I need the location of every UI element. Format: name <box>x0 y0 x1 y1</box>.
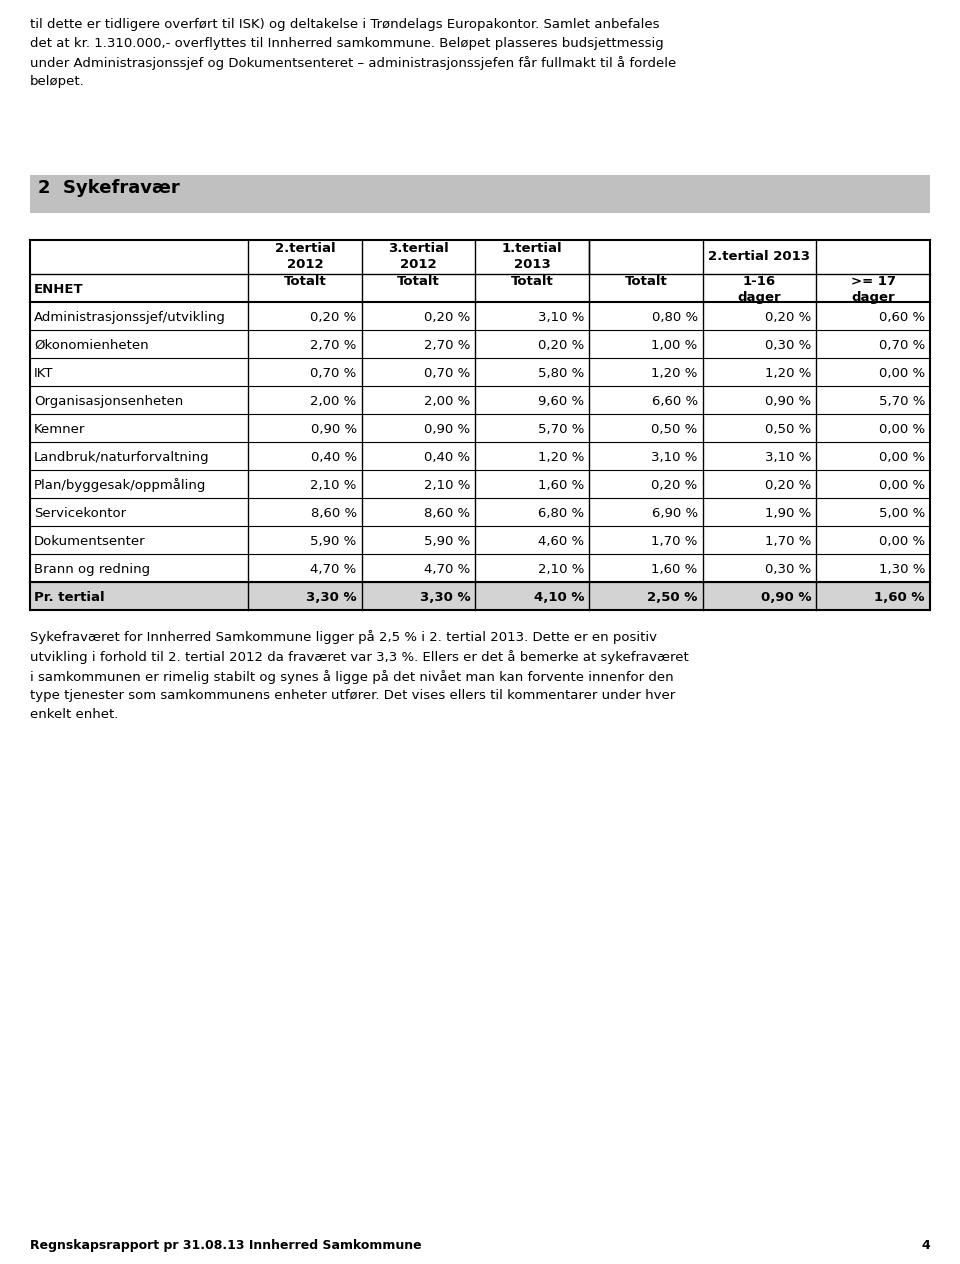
Text: 0,50 %: 0,50 % <box>765 423 811 436</box>
Text: 9,60 %: 9,60 % <box>538 394 584 408</box>
Text: Administrasjonssjef/utvikling: Administrasjonssjef/utvikling <box>34 311 226 324</box>
FancyBboxPatch shape <box>30 174 930 214</box>
Text: Organisasjonsenheten: Organisasjonsenheten <box>34 394 183 408</box>
Text: 6,80 %: 6,80 % <box>538 507 584 520</box>
Text: Dokumentsenter: Dokumentsenter <box>34 535 146 549</box>
Text: 3,10 %: 3,10 % <box>538 311 584 324</box>
Text: 1,60 %: 1,60 % <box>538 479 584 492</box>
Text: 0,20 %: 0,20 % <box>310 311 357 324</box>
Text: 0,00 %: 0,00 % <box>878 367 925 380</box>
Text: 4,10 %: 4,10 % <box>534 592 584 604</box>
Text: 1-16
dager: 1-16 dager <box>737 276 781 305</box>
Text: 5,00 %: 5,00 % <box>878 507 925 520</box>
Text: 1.tertial
2013: 1.tertial 2013 <box>502 241 563 270</box>
Text: ENHET: ENHET <box>34 283 84 296</box>
Text: 0,00 %: 0,00 % <box>878 451 925 464</box>
Text: 2,00 %: 2,00 % <box>310 394 357 408</box>
Text: 0,90 %: 0,90 % <box>761 592 811 604</box>
Text: >= 17
dager: >= 17 dager <box>851 276 896 305</box>
Text: 0,70 %: 0,70 % <box>424 367 470 380</box>
Text: 4: 4 <box>922 1239 930 1253</box>
Text: 0,40 %: 0,40 % <box>310 451 357 464</box>
Text: Totalt: Totalt <box>397 276 440 288</box>
Text: Økonomienheten: Økonomienheten <box>34 339 149 351</box>
Text: 3,30 %: 3,30 % <box>420 592 470 604</box>
Text: 2,10 %: 2,10 % <box>538 562 584 576</box>
Text: 0,00 %: 0,00 % <box>878 479 925 492</box>
Text: 2,50 %: 2,50 % <box>647 592 698 604</box>
Text: Sykefraværet for Innherred Samkommune ligger på 2,5 % i 2. tertial 2013. Dette e: Sykefraværet for Innherred Samkommune li… <box>30 629 688 720</box>
Text: 8,60 %: 8,60 % <box>310 507 357 520</box>
Text: IKT: IKT <box>34 367 54 380</box>
Text: 4,70 %: 4,70 % <box>424 562 470 576</box>
FancyBboxPatch shape <box>30 581 930 611</box>
Text: Kemner: Kemner <box>34 423 85 436</box>
Text: Regnskapsrapport pr 31.08.13 Innherred Samkommune: Regnskapsrapport pr 31.08.13 Innherred S… <box>30 1239 421 1253</box>
Text: 3,30 %: 3,30 % <box>306 592 357 604</box>
Text: 4,70 %: 4,70 % <box>310 562 357 576</box>
Text: 0,20 %: 0,20 % <box>538 339 584 351</box>
Text: 0,30 %: 0,30 % <box>765 562 811 576</box>
Text: 0,70 %: 0,70 % <box>878 339 925 351</box>
Text: 2.tertial 2013: 2.tertial 2013 <box>708 250 810 263</box>
Text: 0,30 %: 0,30 % <box>765 339 811 351</box>
Text: 0,90 %: 0,90 % <box>424 423 470 436</box>
Text: 8,60 %: 8,60 % <box>424 507 470 520</box>
Text: 1,30 %: 1,30 % <box>878 562 925 576</box>
Text: 4,60 %: 4,60 % <box>538 535 584 549</box>
Text: 1,90 %: 1,90 % <box>765 507 811 520</box>
Text: 0,80 %: 0,80 % <box>652 311 698 324</box>
Text: 2,00 %: 2,00 % <box>424 394 470 408</box>
Text: 0,70 %: 0,70 % <box>310 367 357 380</box>
Text: 3.tertial
2012: 3.tertial 2012 <box>388 241 449 270</box>
Text: 5,90 %: 5,90 % <box>310 535 357 549</box>
Text: Totalt: Totalt <box>511 276 554 288</box>
Text: Servicekontor: Servicekontor <box>34 507 126 520</box>
Text: 2,70 %: 2,70 % <box>424 339 470 351</box>
Text: 0,20 %: 0,20 % <box>765 311 811 324</box>
Text: 6,60 %: 6,60 % <box>652 394 698 408</box>
Text: 2.tertial
2012: 2.tertial 2012 <box>275 241 335 270</box>
Text: 1,70 %: 1,70 % <box>651 535 698 549</box>
Text: Totalt: Totalt <box>624 276 667 288</box>
Text: 0,40 %: 0,40 % <box>424 451 470 464</box>
Text: 1,00 %: 1,00 % <box>652 339 698 351</box>
Text: 1,20 %: 1,20 % <box>651 367 698 380</box>
Text: 1,70 %: 1,70 % <box>765 535 811 549</box>
Text: Brann og redning: Brann og redning <box>34 562 150 576</box>
Text: 2,10 %: 2,10 % <box>310 479 357 492</box>
Text: Pr. tertial: Pr. tertial <box>34 592 105 604</box>
Text: Plan/byggesak/oppmåling: Plan/byggesak/oppmåling <box>34 478 206 492</box>
Text: 5,70 %: 5,70 % <box>878 394 925 408</box>
Text: 3,10 %: 3,10 % <box>651 451 698 464</box>
Text: 0,20 %: 0,20 % <box>652 479 698 492</box>
Text: 0,90 %: 0,90 % <box>310 423 357 436</box>
Text: 0,20 %: 0,20 % <box>424 311 470 324</box>
Text: 0,60 %: 0,60 % <box>878 311 925 324</box>
Text: 1,60 %: 1,60 % <box>652 562 698 576</box>
Text: 0,90 %: 0,90 % <box>765 394 811 408</box>
Text: 0,20 %: 0,20 % <box>765 479 811 492</box>
Text: 6,90 %: 6,90 % <box>652 507 698 520</box>
Text: 2  Sykefravær: 2 Sykefravær <box>38 179 180 197</box>
Text: 2,10 %: 2,10 % <box>424 479 470 492</box>
Text: 5,90 %: 5,90 % <box>424 535 470 549</box>
Text: Landbruk/naturforvaltning: Landbruk/naturforvaltning <box>34 451 209 464</box>
Text: 1,20 %: 1,20 % <box>765 367 811 380</box>
Text: til dette er tidligere overført til ISK) og deltakelse i Trøndelags Europakontor: til dette er tidligere overført til ISK)… <box>30 18 676 88</box>
Text: 1,60 %: 1,60 % <box>875 592 925 604</box>
Text: 5,70 %: 5,70 % <box>538 423 584 436</box>
Text: 0,00 %: 0,00 % <box>878 535 925 549</box>
Text: 3,10 %: 3,10 % <box>765 451 811 464</box>
Text: 0,00 %: 0,00 % <box>878 423 925 436</box>
Text: 2,70 %: 2,70 % <box>310 339 357 351</box>
Text: Totalt: Totalt <box>283 276 326 288</box>
Text: 1,20 %: 1,20 % <box>538 451 584 464</box>
Text: 5,80 %: 5,80 % <box>538 367 584 380</box>
Text: 0,50 %: 0,50 % <box>652 423 698 436</box>
